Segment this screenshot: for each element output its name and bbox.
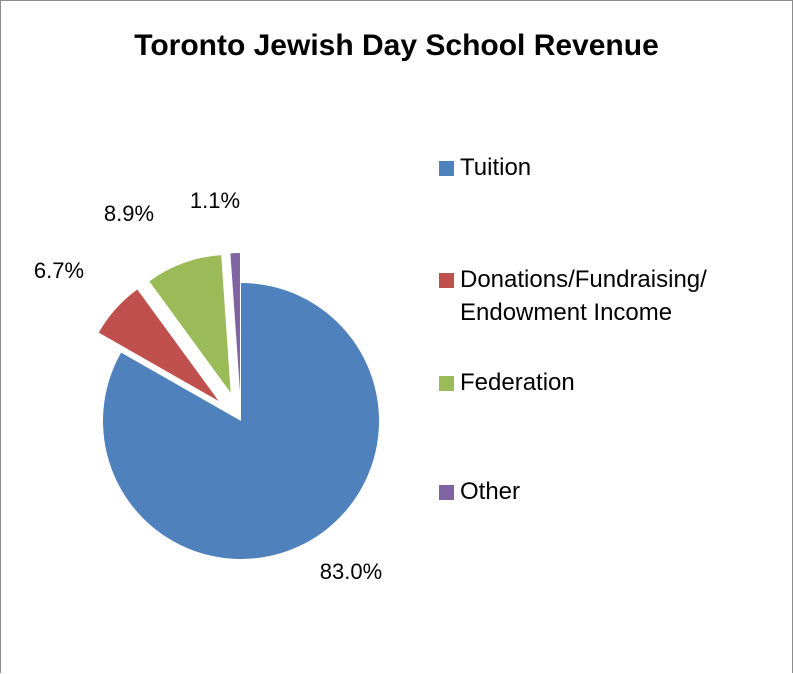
pie-slice-3 xyxy=(230,253,240,392)
data-label-3: 1.1% xyxy=(190,188,240,213)
pie-slice-2 xyxy=(149,255,231,393)
legend-item-federation: Federation xyxy=(439,366,575,399)
legend-item-tuition: Tuition xyxy=(439,151,531,184)
legend-swatch-donations xyxy=(439,273,454,288)
chart-title: Toronto Jewish Day School Revenue xyxy=(134,29,659,62)
legend-label-other: Other xyxy=(460,478,521,505)
legend-label-federation: Federation xyxy=(460,369,575,396)
legend-swatch-federation xyxy=(439,376,454,391)
data-label-0: 83.0% xyxy=(320,559,382,584)
data-label-1: 6.7% xyxy=(34,258,84,283)
legend-item-other: Other xyxy=(439,475,520,508)
pie-slice-1 xyxy=(98,289,219,402)
pie-slice-0 xyxy=(102,283,380,559)
legend-swatch-tuition xyxy=(439,161,454,176)
legend-swatch-other xyxy=(439,485,454,500)
legend-label-donations: Donations/Fundraising/ Endowment Income xyxy=(460,266,707,326)
data-label-2: 8.9% xyxy=(104,201,154,226)
legend-label-tuition: Tuition xyxy=(460,154,532,181)
legend-item-donations: Donations/Fundraising/ Endowment Income xyxy=(439,263,707,329)
